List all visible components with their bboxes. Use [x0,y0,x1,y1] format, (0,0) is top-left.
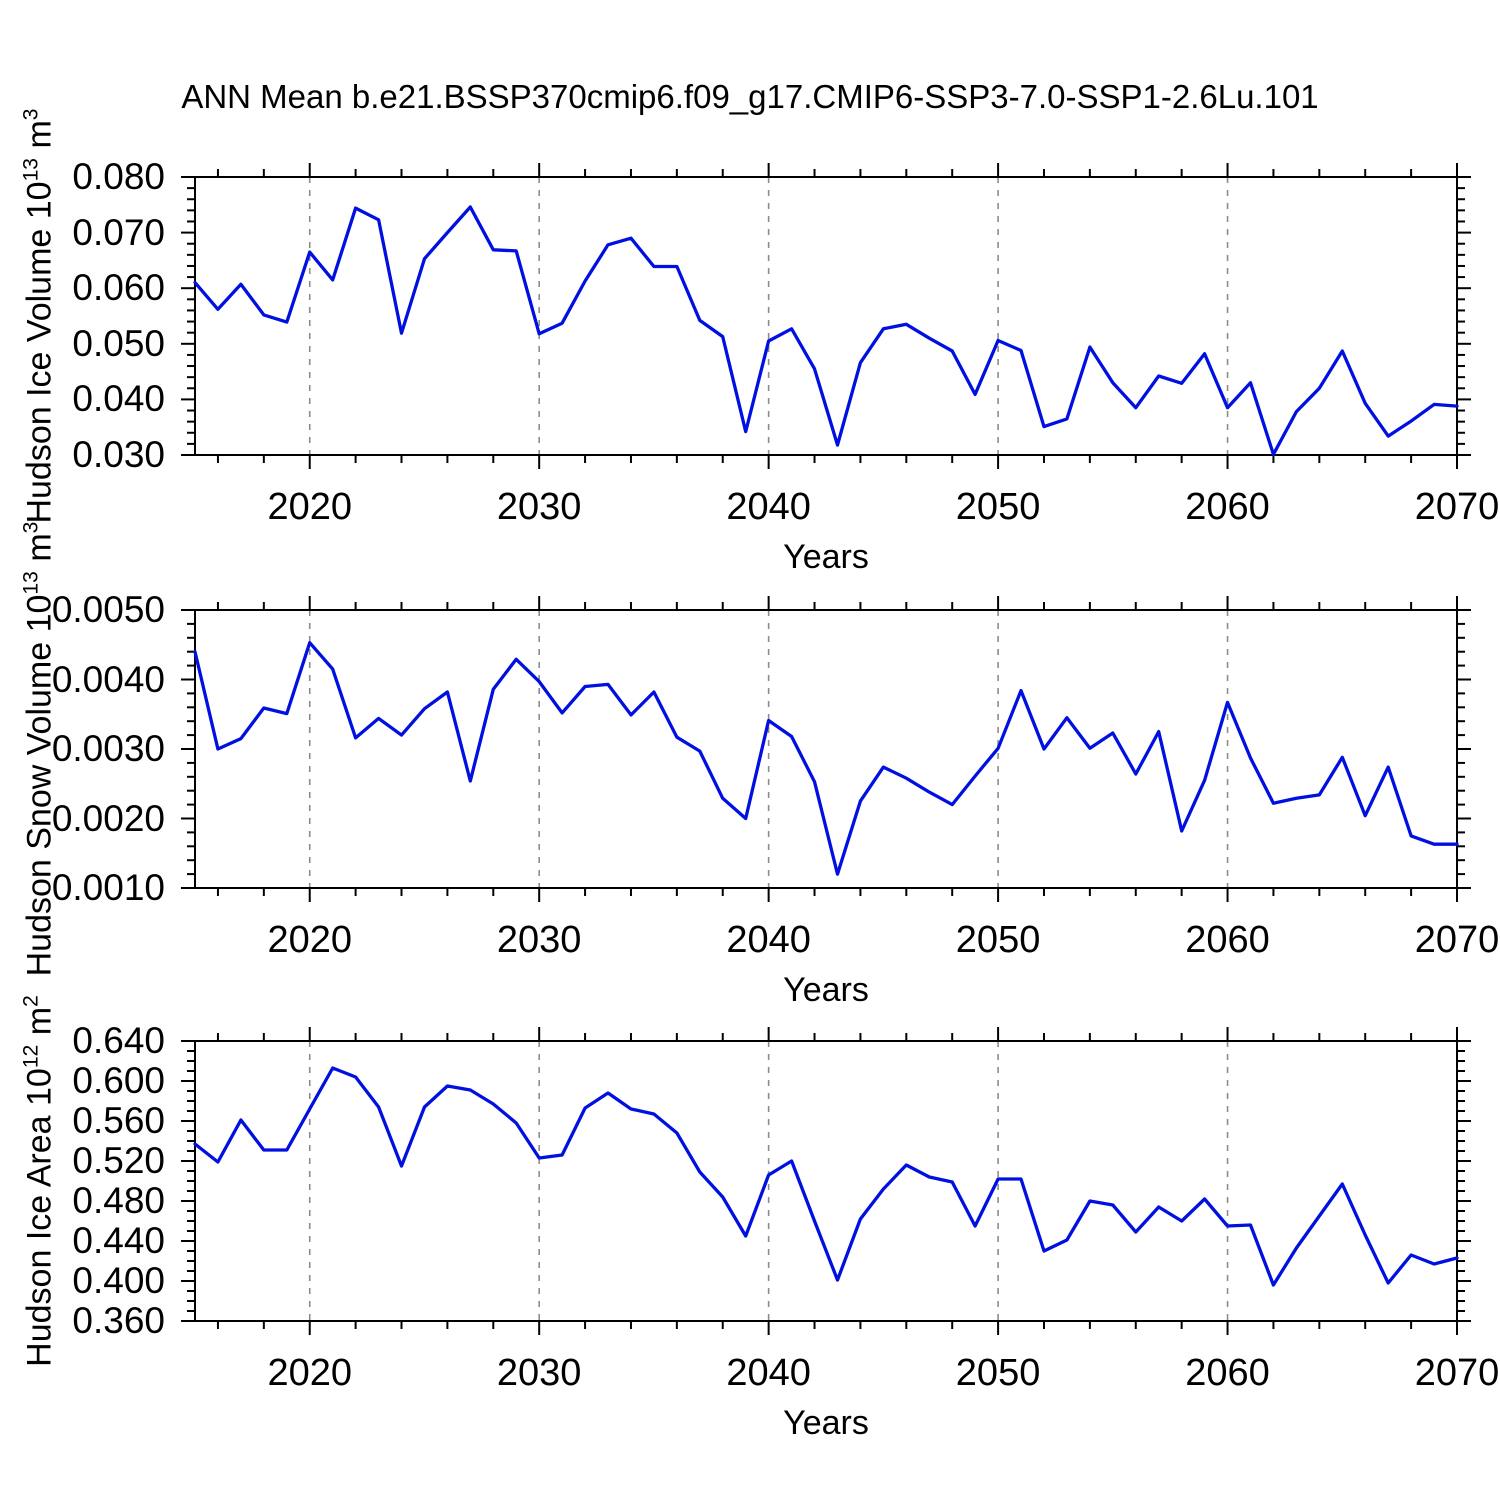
exponent: 12 [19,1044,43,1069]
y-tick-label: 0.520 [72,1140,165,1181]
x-tick-label: 2070 [1414,1352,1500,1394]
y-tick-label: 0.600 [72,1060,165,1101]
exponent: 3 [19,521,43,534]
x-tick-label: 2030 [496,919,582,961]
y-tick-label: 0.0010 [51,867,165,908]
x-tick-label: 2030 [496,486,582,528]
y-tick-label: 0.640 [72,1020,165,1061]
x-axis-title: Years [783,538,869,576]
exponent: 13 [19,571,43,595]
x-tick-label: 2020 [267,919,352,961]
x-tick-label: 2040 [726,486,811,528]
y-tick-label: 0.480 [72,1180,165,1221]
x-tick-label: 2020 [267,486,352,528]
hudson-ice-area-axis-title: Hudson Ice Area 1012 m2 [14,995,59,1367]
x-tick-label: 2060 [1185,1352,1270,1394]
x-tick-label: 2060 [1185,486,1270,528]
exponent: 2 [19,995,43,1007]
axis-title-text: m [20,533,59,572]
y-tick-label: 0.0040 [51,658,165,700]
x-tick-label: 2050 [955,486,1041,528]
x-axis-title: Years [783,1404,869,1442]
y-tick-label: 0.040 [72,378,165,420]
y-tick-label: 0.560 [72,1100,165,1141]
y-tick-label: 0.030 [72,434,165,475]
axis-title-text: Hudson Ice Volume 10 [20,181,59,524]
figure-title: ANN Mean b.e21.BSSP370cmip6.f09_g17.CMIP… [181,78,1319,115]
y-tick-label: 0.0050 [51,589,165,630]
hudson-ice-volume-line [193,205,1459,457]
y-tick-label: 0.080 [72,156,165,197]
plot-frame [194,176,1458,456]
exponent: 13 [19,157,43,182]
axis-title-text: m [20,1006,59,1045]
y-tick-label: 0.060 [72,267,165,309]
axis-title-text: m [20,120,59,158]
y-tick-label: 0.0030 [51,728,165,769]
hudson-snow-volume-axis-title: Hudson Snow Volume 1013 m3 [14,521,59,977]
plot-frame [194,1040,1458,1322]
x-tick-label: 2040 [726,1352,811,1394]
hudson-snow-volume-line [193,641,1459,876]
y-tick-label: 0.050 [72,322,165,364]
x-axis-title: Years [783,971,869,1009]
y-tick-label: 0.440 [72,1220,165,1261]
exponent: 3 [19,108,43,121]
y-tick-label: 0.400 [72,1260,165,1301]
x-tick-label: 2030 [496,1352,582,1394]
axis-title-text: Hudson Snow Volume 10 [20,594,59,977]
y-tick-label: 0.070 [72,211,165,253]
hudson-ice-area-line [193,1066,1459,1287]
axis-title-text: Hudson Ice Area 10 [20,1068,59,1367]
x-tick-label: 2020 [267,1352,352,1394]
hudson-ice-volume-axis-title: Hudson Ice Volume 1013 m3 [14,108,59,524]
x-tick-label: 2070 [1414,486,1500,528]
x-tick-label: 2040 [726,919,811,961]
plot-frame [194,609,1458,889]
y-tick-label: 0.0020 [51,797,165,839]
x-tick-label: 2070 [1414,919,1500,961]
x-tick-label: 2050 [955,1352,1041,1394]
y-tick-label: 0.360 [72,1300,165,1341]
x-tick-label: 2050 [955,919,1041,961]
x-tick-label: 2060 [1185,919,1270,961]
